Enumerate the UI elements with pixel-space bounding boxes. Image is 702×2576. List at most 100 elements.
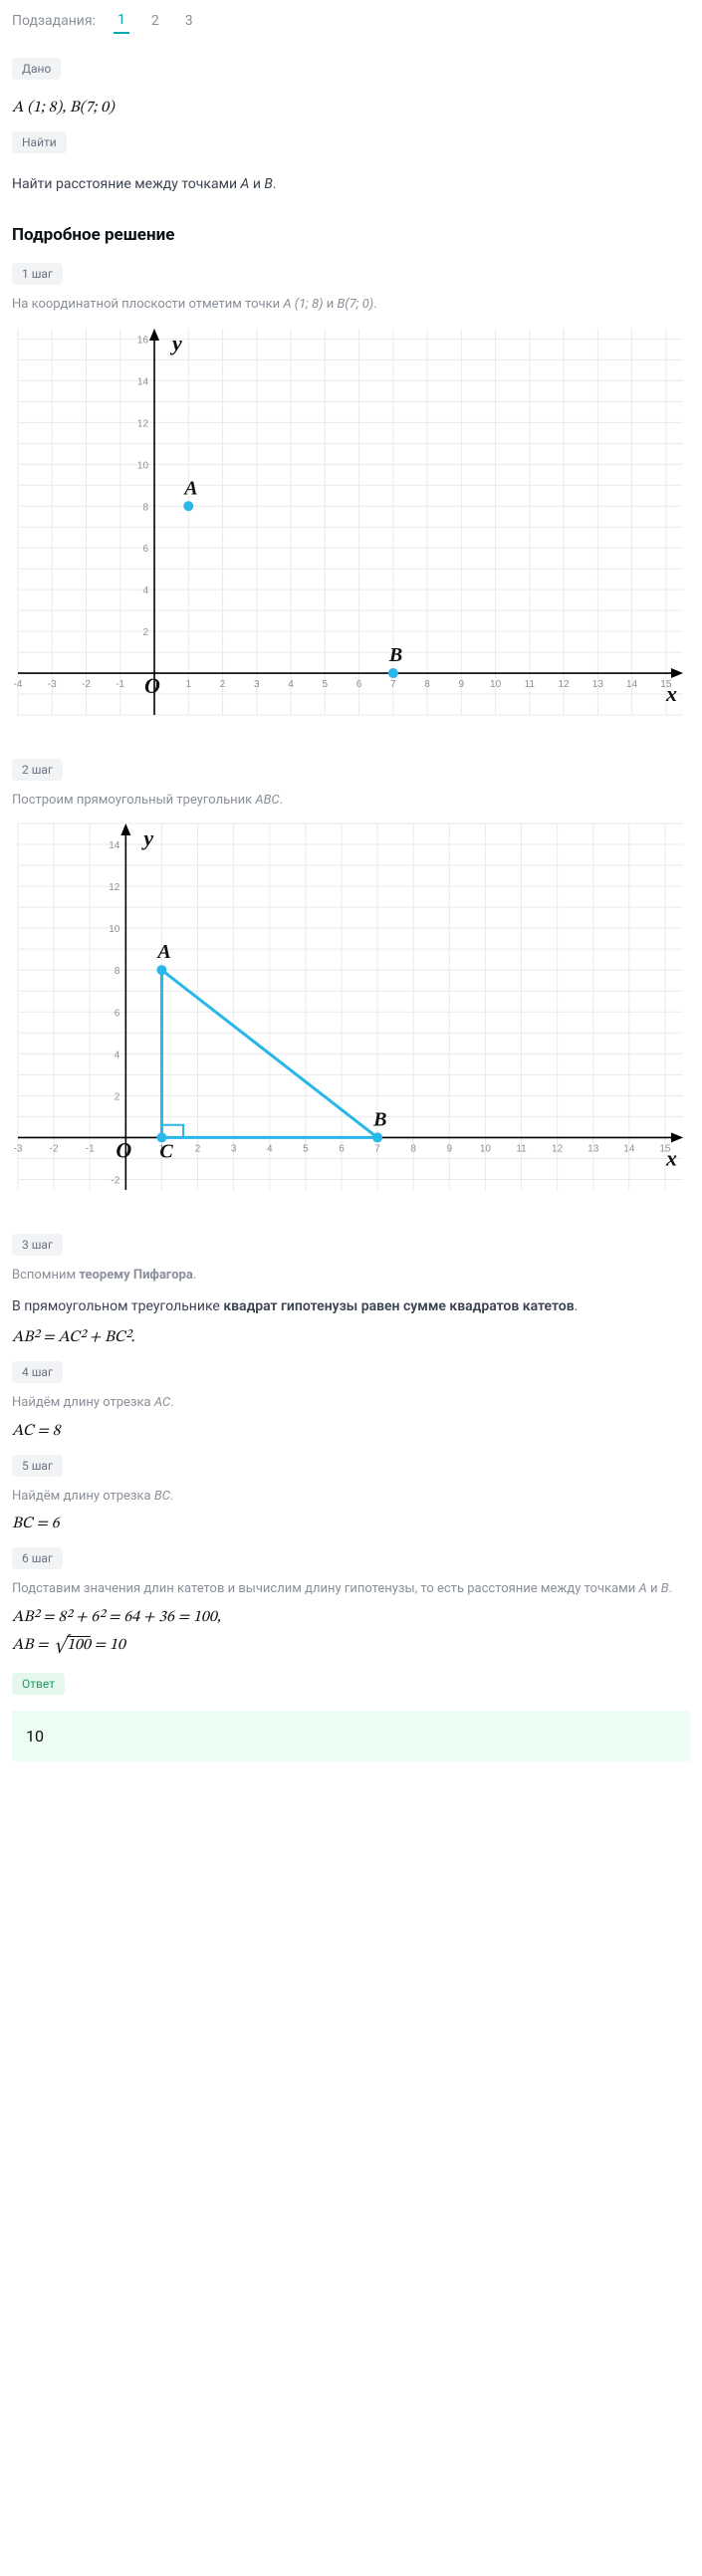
svg-text:-3: -3 bbox=[14, 1144, 23, 1155]
tab-3[interactable]: 3 bbox=[181, 9, 197, 33]
step1-pill: 1 шаг bbox=[12, 263, 63, 285]
step2-text: Построим прямоугольный треугольник ABC. bbox=[12, 791, 690, 811]
svg-text:3: 3 bbox=[254, 679, 260, 690]
svg-text:2: 2 bbox=[142, 627, 148, 638]
answer-box: 10 bbox=[12, 1711, 690, 1761]
svg-text:11: 11 bbox=[516, 1144, 527, 1155]
svg-text:6: 6 bbox=[142, 544, 148, 555]
find-text-pre: Найти расстояние между точками bbox=[12, 176, 241, 192]
svg-text:-2: -2 bbox=[50, 1144, 59, 1155]
step6-f2-rhs: = 10 bbox=[91, 1637, 125, 1653]
svg-text:3: 3 bbox=[231, 1144, 237, 1155]
step5-pre: Найдём длину отрезка bbox=[12, 1489, 154, 1504]
step2-pre: Построим прямоугольный треугольник bbox=[12, 793, 255, 808]
find-pill: Найти bbox=[12, 131, 67, 153]
svg-text:7: 7 bbox=[374, 1144, 380, 1155]
step6-pill: 6 шаг bbox=[12, 1547, 63, 1569]
step5-formula: BC = 6 bbox=[12, 1514, 690, 1533]
svg-text:-2: -2 bbox=[82, 679, 91, 690]
subtasks-label: Подзадания: bbox=[12, 13, 96, 29]
step5-pill: 5 шаг bbox=[12, 1455, 63, 1477]
svg-text:12: 12 bbox=[559, 679, 571, 690]
svg-text:4: 4 bbox=[288, 679, 294, 690]
svg-text:10: 10 bbox=[480, 1144, 492, 1155]
step3-l1-pre: Вспомним bbox=[12, 1268, 79, 1283]
step3-line1: Вспомним теорему Пифагора. bbox=[12, 1266, 690, 1286]
svg-text:y: y bbox=[169, 331, 182, 355]
find-B: B bbox=[264, 176, 272, 192]
step6-B: B bbox=[661, 1581, 669, 1596]
step3-l2-pre: В прямоугольном треугольнике bbox=[12, 1298, 223, 1314]
svg-text:-2: -2 bbox=[111, 1176, 119, 1187]
svg-text:6: 6 bbox=[115, 1009, 120, 1020]
svg-text:14: 14 bbox=[137, 376, 149, 387]
step6-f2-root: 100 bbox=[67, 1637, 91, 1653]
svg-text:5: 5 bbox=[323, 679, 329, 690]
svg-text:13: 13 bbox=[592, 679, 604, 690]
svg-text:11: 11 bbox=[525, 679, 536, 690]
step1-B: B(7; 0) bbox=[338, 297, 374, 312]
tab-1[interactable]: 1 bbox=[114, 8, 129, 34]
given-formula: A (1; 8), B(7; 0) bbox=[12, 98, 690, 117]
svg-text:B: B bbox=[388, 644, 402, 666]
step6-formula1: AB² = 8² + 6² = 64 + 36 = 100, bbox=[12, 1607, 690, 1627]
sqrt-icon: 100 bbox=[52, 1637, 90, 1653]
subtasks-row: Подзадания: 1 2 3 bbox=[12, 8, 690, 34]
svg-text:A: A bbox=[182, 477, 197, 499]
step5-BC: BC bbox=[154, 1489, 170, 1504]
svg-text:-1: -1 bbox=[116, 679, 124, 690]
step5-post: . bbox=[170, 1489, 173, 1504]
svg-text:14: 14 bbox=[623, 1144, 635, 1155]
step4-formula: AC = 8 bbox=[12, 1421, 690, 1441]
svg-text:4: 4 bbox=[267, 1144, 273, 1155]
step3-pill: 3 шаг bbox=[12, 1234, 63, 1256]
step6-text: Подставим значения длин катетов и вычисл… bbox=[12, 1579, 690, 1599]
svg-text:9: 9 bbox=[447, 1144, 453, 1155]
tab-2[interactable]: 2 bbox=[147, 9, 163, 33]
svg-text:8: 8 bbox=[115, 967, 120, 978]
svg-text:5: 5 bbox=[303, 1144, 309, 1155]
step2-post: . bbox=[280, 793, 283, 808]
svg-text:8: 8 bbox=[410, 1144, 416, 1155]
svg-text:8: 8 bbox=[424, 679, 430, 690]
svg-text:-3: -3 bbox=[48, 679, 57, 690]
step4-post: . bbox=[170, 1395, 173, 1410]
svg-text:14: 14 bbox=[626, 679, 638, 690]
step1-text: На координатной плоскости отметим точки … bbox=[12, 295, 690, 315]
svg-text:12: 12 bbox=[137, 418, 149, 429]
svg-text:7: 7 bbox=[390, 679, 396, 690]
step4-text: Найдём длину отрезка AC. bbox=[12, 1393, 690, 1413]
answer-value: 10 bbox=[26, 1727, 44, 1746]
svg-text:A: A bbox=[155, 942, 170, 964]
svg-text:1: 1 bbox=[186, 679, 192, 690]
step3-l1-strong: теорему Пифагора bbox=[79, 1268, 193, 1283]
svg-text:-4: -4 bbox=[14, 679, 23, 690]
step4-pre: Найдём длину отрезка bbox=[12, 1395, 154, 1410]
step3-l2-strong: квадрат гипотенузы равен сумме квадратов… bbox=[223, 1298, 574, 1314]
svg-text:2: 2 bbox=[195, 1144, 201, 1155]
step3-l1-post: . bbox=[193, 1268, 196, 1283]
answer-pill: Ответ bbox=[12, 1673, 65, 1695]
svg-text:10: 10 bbox=[490, 679, 502, 690]
svg-text:4: 4 bbox=[142, 585, 148, 596]
svg-text:6: 6 bbox=[339, 1144, 345, 1155]
step2-pill: 2 шаг bbox=[12, 759, 63, 781]
chart1-wrap: -4-3-2-112345678910111213141524681012141… bbox=[12, 323, 690, 725]
step2-ABC: ABC bbox=[255, 793, 279, 808]
svg-text:x: x bbox=[665, 1146, 677, 1171]
step3-l2-post: . bbox=[575, 1298, 579, 1314]
svg-text:2: 2 bbox=[220, 679, 226, 690]
given-pill: Дано bbox=[12, 58, 61, 80]
step6-pre: Подставим значения длин катетов и вычисл… bbox=[12, 1581, 639, 1596]
svg-text:-1: -1 bbox=[86, 1144, 95, 1155]
svg-text:10: 10 bbox=[109, 925, 120, 936]
chart2: -3-2-1123456789101112131415-22468101214O… bbox=[12, 818, 689, 1196]
find-text-post: . bbox=[273, 176, 277, 192]
solution-heading: Подробное решение bbox=[12, 225, 690, 245]
chart1: -4-3-2-112345678910111213141524681012141… bbox=[12, 323, 689, 721]
svg-text:12: 12 bbox=[552, 1144, 564, 1155]
svg-text:O: O bbox=[144, 673, 160, 698]
svg-text:B: B bbox=[372, 1109, 386, 1131]
svg-text:C: C bbox=[159, 1141, 173, 1163]
step4-AC: AC bbox=[154, 1395, 170, 1410]
